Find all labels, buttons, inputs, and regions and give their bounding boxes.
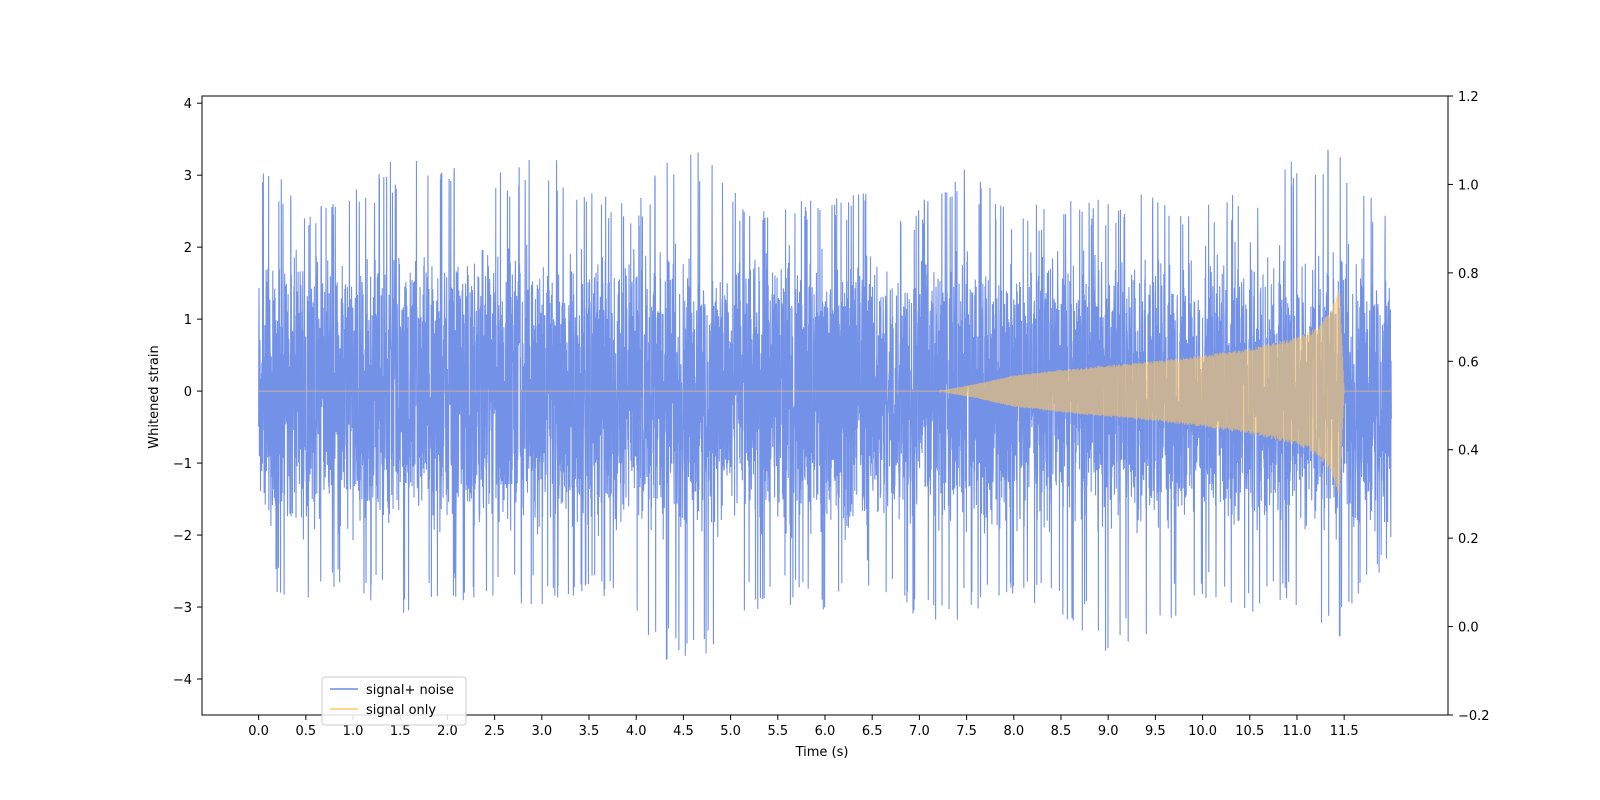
x-tick-label: 5.0: [720, 724, 741, 739]
x-tick-label: 1.0: [343, 724, 364, 739]
x-tick-label: 3.0: [531, 724, 552, 739]
x-tick-label: 4.0: [626, 724, 647, 739]
x-tick-label: 2.0: [437, 724, 458, 739]
y2-tick-label: 1.2: [1458, 90, 1479, 105]
x-tick-label: 8.5: [1051, 724, 1072, 739]
x-tick-label: 11.5: [1330, 724, 1359, 739]
series-signal-only: [258, 289, 1392, 496]
x-tick-label: 9.5: [1145, 724, 1166, 739]
y-tick-label: −1: [173, 457, 192, 472]
plot-area: [258, 149, 1392, 660]
y-tick-label: 3: [184, 169, 192, 184]
y-tick-label: 1: [184, 313, 192, 328]
y2-tick-label: 0.4: [1458, 444, 1479, 459]
x-tick-label: 7.5: [956, 724, 977, 739]
x-tick-label: 9.0: [1098, 724, 1119, 739]
legend: signal+ noise signal only: [321, 676, 467, 726]
y2-tick-label: 0.0: [1458, 621, 1479, 636]
y-tick-label: −3: [173, 601, 192, 616]
y-tick-label: 0: [184, 385, 192, 400]
x-tick-label: 10.5: [1235, 724, 1264, 739]
x-tick-label: 1.5: [390, 724, 411, 739]
x-tick-label: 0.0: [248, 724, 269, 739]
y2-tick-label: 0.6: [1458, 355, 1479, 370]
x-tick-label: 3.5: [579, 724, 600, 739]
x-tick-label: 8.0: [1003, 724, 1024, 739]
x-tick-label: 10.0: [1188, 724, 1217, 739]
y-tick-label: −4: [173, 673, 192, 688]
legend-label-signal-only: signal only: [366, 703, 436, 718]
x-tick-label: 2.5: [484, 724, 505, 739]
y2-tick-label: 1.0: [1458, 178, 1479, 193]
x-tick-label: 4.5: [673, 724, 694, 739]
x-tick-label: 5.5: [767, 724, 788, 739]
y-tick-label: −2: [173, 529, 192, 544]
y2-tick-label: −0.2: [1458, 709, 1490, 724]
series-signal-noise: [258, 149, 1392, 660]
x-tick-label: 0.5: [295, 724, 316, 739]
y-tick-label: 2: [184, 241, 192, 256]
y2-tick-label: 0.2: [1458, 532, 1479, 547]
x-tick-label: 7.0: [909, 724, 930, 739]
y-tick-label: 4: [184, 97, 192, 112]
axes: 0.0 0.5 1.0 1.5 2.0 2.5 3.0 3.5 4.0 4.5 5.0 5.5 6.0 6…: [173, 90, 1490, 739]
x-axis-label: Time (s): [795, 745, 849, 760]
x-tick-label: 11.0: [1282, 724, 1311, 739]
y2-tick-label: 0.8: [1458, 267, 1479, 282]
y-axis-label: Whitened strain: [147, 345, 162, 448]
legend-label-signal-noise: signal+ noise: [366, 683, 454, 698]
x-tick-label: 6.0: [815, 724, 836, 739]
x-tick-label: 6.5: [862, 724, 883, 739]
